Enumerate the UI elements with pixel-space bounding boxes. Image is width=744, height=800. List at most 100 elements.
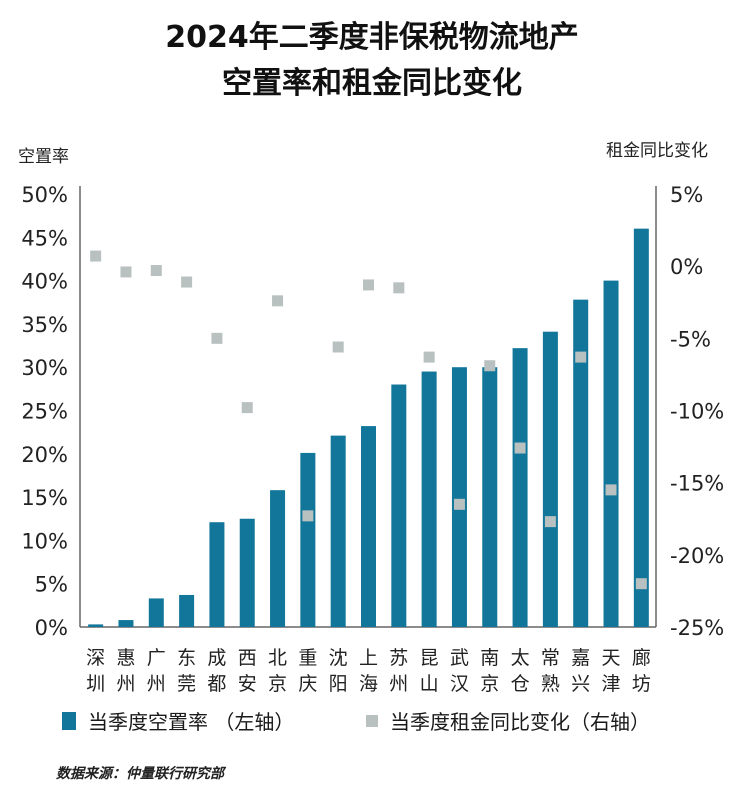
bar-vacancy [179, 594, 195, 627]
x-tick-label-line1: 沈 [329, 647, 348, 669]
x-tick-label-line2: 圳 [86, 673, 105, 695]
left-axis-title: 空置率 [18, 147, 69, 167]
bar-vacancy [88, 624, 104, 627]
marker-rent-change [484, 360, 496, 372]
left-tick-label: 30% [21, 356, 68, 380]
x-tick-label-line1: 广 [147, 647, 166, 669]
marker-rent-change [302, 510, 314, 522]
marker-rent-change [393, 282, 405, 294]
source-note: 数据来源：仲量联行研究部 [56, 766, 224, 782]
left-tick-label: 35% [21, 313, 68, 337]
marker-rent-change [544, 516, 556, 528]
right-axis-title: 租金同比变化 [606, 141, 708, 161]
x-tick-label-line1: 天 [602, 647, 621, 669]
left-tick-label: 0% [35, 616, 68, 640]
marker-rent-change [181, 276, 193, 288]
x-tick-label-line2: 安 [238, 673, 257, 695]
left-tick-label: 25% [21, 400, 68, 424]
marker-rent-change [605, 484, 617, 496]
marker-rent-change [272, 295, 284, 307]
x-tick-label-line2: 州 [116, 673, 135, 695]
legend-item-rent: 当季度租金同比变化（右轴） [366, 706, 650, 735]
left-tick-label: 50% [21, 183, 68, 207]
x-tick-label-line2: 汉 [450, 673, 469, 695]
left-tick-label: 20% [21, 443, 68, 467]
x-tick-label-line2: 州 [147, 673, 166, 695]
legend-item-vacancy: 当季度空置率 （左轴） [62, 706, 294, 735]
x-tick-label-line2: 都 [207, 673, 226, 695]
x-tick-label-line1: 廊 [632, 647, 651, 669]
x-tick-label-line1: 武 [450, 647, 469, 669]
marker-rent-change [423, 351, 435, 363]
bar-vacancy [421, 371, 437, 627]
bar-vacancy [512, 348, 528, 627]
bar-vacancy [451, 367, 467, 627]
x-tick-label-line1: 嘉 [571, 647, 590, 669]
x-tick-label-line1: 北 [268, 647, 287, 669]
x-tick-label-line2: 仓 [511, 673, 530, 695]
right-tick-label: 5% [670, 183, 703, 207]
marker-rent-change [514, 442, 526, 454]
x-tick-label-line1: 上 [359, 647, 378, 669]
left-tick-label: 40% [21, 270, 68, 294]
bar-vacancy [573, 299, 589, 627]
x-tick-label-line2: 兴 [571, 673, 590, 695]
bar-vacancy [482, 367, 498, 627]
x-tick-label-line1: 成 [207, 647, 226, 669]
x-tick-label-line1: 西 [238, 647, 257, 669]
bar-vacancy [209, 522, 225, 627]
bar-vacancy [361, 426, 376, 627]
marker-rent-change [332, 341, 344, 353]
right-tick-label: -10% [670, 400, 724, 424]
bar-vacancy [391, 384, 407, 627]
chart-title-line-2: 空置率和租金同比变化 [222, 66, 522, 101]
x-tick-label-line1: 苏 [389, 647, 408, 669]
right-tick-label: -15% [670, 472, 724, 496]
x-tick-label-line1: 东 [177, 647, 196, 669]
marker-rent-change [211, 332, 223, 344]
x-tick-label-line2: 莞 [177, 673, 196, 695]
bar-vacancy [330, 435, 346, 627]
x-tick-label-line2: 州 [389, 673, 408, 695]
marker-rent-change [90, 250, 102, 262]
marker-rent-change [363, 279, 374, 291]
marker-rent-change [635, 578, 647, 590]
x-tick-label-line1: 南 [480, 647, 499, 669]
marker-rent-change [575, 351, 587, 363]
x-tick-label-line2: 阳 [329, 673, 348, 695]
legend-swatch-marker [366, 714, 378, 727]
bar-vacancy [118, 620, 134, 627]
bar-vacancy [633, 228, 649, 627]
left-tick-label: 45% [21, 226, 68, 250]
x-tick-label-line2: 庆 [298, 673, 317, 695]
bar-vacancy [603, 280, 619, 627]
left-tick-label: 15% [21, 486, 68, 510]
right-tick-label: 0% [670, 255, 703, 279]
legend-swatch-bar [62, 711, 76, 730]
left-tick-label: 5% [35, 573, 68, 597]
bar-vacancy [542, 331, 558, 627]
x-tick-label-line1: 太 [511, 647, 530, 669]
x-tick-label-line1: 惠 [116, 647, 135, 669]
legend-label-rent: 当季度租金同比变化（右轴） [390, 710, 650, 734]
bar-vacancy [270, 490, 286, 627]
right-tick-label: -25% [670, 616, 724, 640]
x-tick-label-line2: 熟 [541, 673, 560, 695]
marker-rent-change [150, 264, 162, 276]
x-tick-label-line2: 津 [602, 673, 621, 695]
right-tick-label: -20% [670, 544, 724, 568]
marker-rent-change [120, 266, 132, 278]
marker-rent-change [241, 402, 253, 414]
bar-vacancy [239, 518, 255, 627]
x-tick-label-line2: 京 [268, 673, 287, 695]
bar-vacancy [148, 598, 164, 627]
chart-area: 空置率 租金同比变化 0% 5% 10% 15% 20% 25% 30% 35% 40% 45% 50%… [18, 141, 724, 695]
right-tick-label: -5% [670, 327, 711, 351]
left-tick-label: 10% [21, 529, 68, 553]
x-tick-label-line1: 重 [298, 647, 317, 669]
bar-vacancy [300, 452, 316, 627]
x-tick-label-line1: 深 [86, 647, 105, 669]
x-tick-label-line2: 山 [420, 673, 439, 695]
x-tick-label-line1: 昆 [420, 647, 439, 669]
legend-label-vacancy: 当季度空置率 （左轴） [88, 710, 295, 734]
